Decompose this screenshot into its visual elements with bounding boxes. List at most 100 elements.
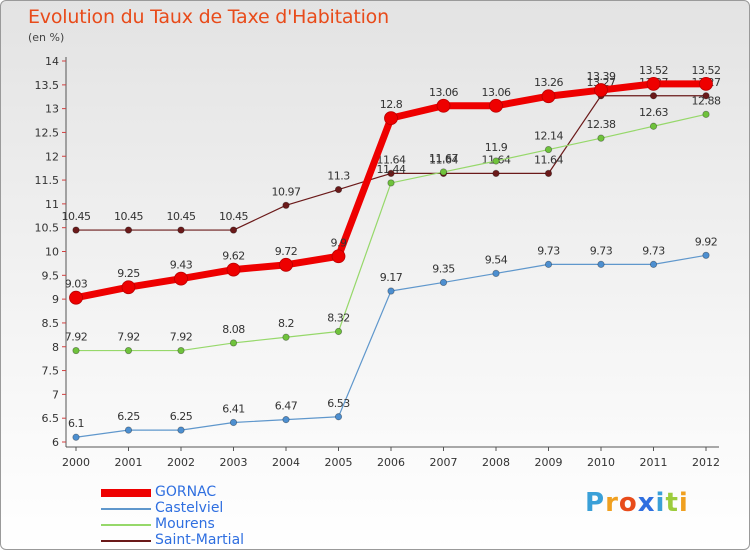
data-point-mourens xyxy=(72,346,80,355)
brand-letter: o xyxy=(618,488,638,518)
data-point-castelviel xyxy=(492,269,500,278)
data-label-gornac: 13.06 xyxy=(482,86,511,99)
data-point-saint-martial xyxy=(702,92,710,100)
legend-label: Castelviel xyxy=(155,500,224,516)
data-label-mourens: 7.92 xyxy=(65,331,88,344)
data-label-castelviel: 9.17 xyxy=(380,271,403,284)
data-label-castelviel: 6.47 xyxy=(275,400,298,413)
data-point-gornac xyxy=(384,111,398,126)
data-point-saint-martial xyxy=(649,92,658,100)
data-label-castelviel: 9.35 xyxy=(432,262,455,275)
brand-letter: t xyxy=(665,488,679,518)
data-label-mourens: 8.08 xyxy=(222,323,245,336)
data-point-mourens xyxy=(702,110,710,118)
data-point-gornac xyxy=(279,257,293,272)
data-label-castelviel: 9.92 xyxy=(695,235,718,248)
y-tick-label: 11.5 xyxy=(35,174,60,187)
y-tick-label: 7 xyxy=(52,388,59,401)
x-tick-label: 2004 xyxy=(272,456,300,469)
data-label-castelviel: 9.73 xyxy=(537,244,560,257)
data-point-saint-martial xyxy=(334,185,343,194)
data-label-castelviel: 6.41 xyxy=(222,402,245,415)
data-label-gornac: 9.03 xyxy=(65,278,88,291)
data-label-saint-martial: 13.27 xyxy=(587,76,616,89)
data-point-mourens xyxy=(282,333,290,341)
x-tick-label: 2002 xyxy=(167,456,195,469)
unit-label: (en %) xyxy=(28,31,65,44)
brand-letter: P xyxy=(585,488,606,518)
legend-swatch xyxy=(101,540,151,542)
legend-swatch xyxy=(101,508,151,510)
x-tick-label: 2009 xyxy=(535,456,563,469)
data-label-castelviel: 6.25 xyxy=(170,410,193,423)
data-label-castelviel: 6.25 xyxy=(117,410,140,423)
data-label-gornac: 13.26 xyxy=(534,76,563,89)
data-point-saint-martial xyxy=(124,226,133,234)
data-point-mourens xyxy=(334,327,343,336)
data-label-saint-martial: 10.45 xyxy=(219,210,248,223)
data-point-saint-martial xyxy=(544,169,553,177)
data-point-gornac xyxy=(69,290,83,305)
data-point-mourens xyxy=(387,179,395,187)
data-point-castelviel xyxy=(597,260,605,268)
x-tick-label: 2012 xyxy=(692,456,720,469)
data-point-castelviel xyxy=(544,260,553,268)
data-label-gornac: 13.06 xyxy=(429,86,458,99)
x-tick-label: 2003 xyxy=(220,456,248,469)
data-label-saint-martial: 10.97 xyxy=(272,185,301,198)
data-point-castelviel xyxy=(124,426,133,434)
data-point-castelviel xyxy=(439,278,448,287)
y-tick-label: 10.5 xyxy=(35,222,60,235)
y-tick-label: 9.5 xyxy=(42,269,60,282)
data-point-gornac xyxy=(174,271,188,286)
x-tick-label: 2007 xyxy=(430,456,458,469)
data-label-gornac: 9.72 xyxy=(275,245,298,258)
data-label-castelviel: 9.73 xyxy=(590,244,613,257)
data-point-mourens xyxy=(229,339,238,347)
y-tick-label: 9 xyxy=(52,293,59,306)
data-point-saint-martial xyxy=(72,226,80,234)
data-label-mourens: 12.63 xyxy=(639,106,668,119)
data-point-castelviel xyxy=(177,426,185,434)
data-label-saint-martial: 11.3 xyxy=(327,170,350,183)
data-label-mourens: 12.14 xyxy=(534,130,563,143)
data-point-mourens xyxy=(649,122,658,130)
data-label-mourens: 12.88 xyxy=(692,94,721,107)
data-point-gornac xyxy=(699,76,713,91)
data-point-mourens xyxy=(177,346,185,355)
brand-letter: i xyxy=(678,488,689,518)
data-point-castelviel xyxy=(387,287,395,295)
x-tick-label: 2005 xyxy=(325,456,353,469)
y-tick-label: 13.5 xyxy=(35,79,60,92)
y-tick-label: 8 xyxy=(52,341,59,354)
data-point-mourens xyxy=(544,145,553,154)
y-tick-label: 6.5 xyxy=(42,412,60,425)
y-tick-label: 14 xyxy=(45,55,59,68)
data-label-saint-martial: 11.64 xyxy=(534,153,563,166)
y-tick-label: 6 xyxy=(52,436,59,449)
series-line-mourens xyxy=(75,113,707,352)
data-label-gornac: 13.39 xyxy=(587,70,616,83)
data-point-saint-martial xyxy=(387,169,395,177)
data-label-saint-martial: 10.45 xyxy=(114,210,143,223)
y-tick-label: 11 xyxy=(45,198,59,211)
data-label-gornac: 13.52 xyxy=(692,64,721,77)
data-label-mourens: 11.44 xyxy=(377,163,406,176)
data-point-castelviel xyxy=(282,416,290,424)
brand-logo: Proxiti xyxy=(585,488,689,518)
data-label-mourens: 7.92 xyxy=(117,331,140,344)
data-label-saint-martial: 10.45 xyxy=(167,210,196,223)
data-label-mourens: 11.9 xyxy=(485,141,508,154)
legend-swatch xyxy=(101,524,151,526)
data-point-castelviel xyxy=(702,251,710,259)
data-label-gornac: 12.8 xyxy=(380,98,403,111)
chart-title: Evolution du Taux de Taxe d'Habitation xyxy=(28,6,389,28)
y-tick-label: 7.5 xyxy=(42,365,60,378)
x-tick-label: 2006 xyxy=(377,456,405,469)
data-point-gornac xyxy=(121,280,136,295)
x-tick-label: 2000 xyxy=(62,456,90,469)
data-point-castelviel xyxy=(72,433,80,441)
x-tick-label: 2008 xyxy=(482,456,510,469)
